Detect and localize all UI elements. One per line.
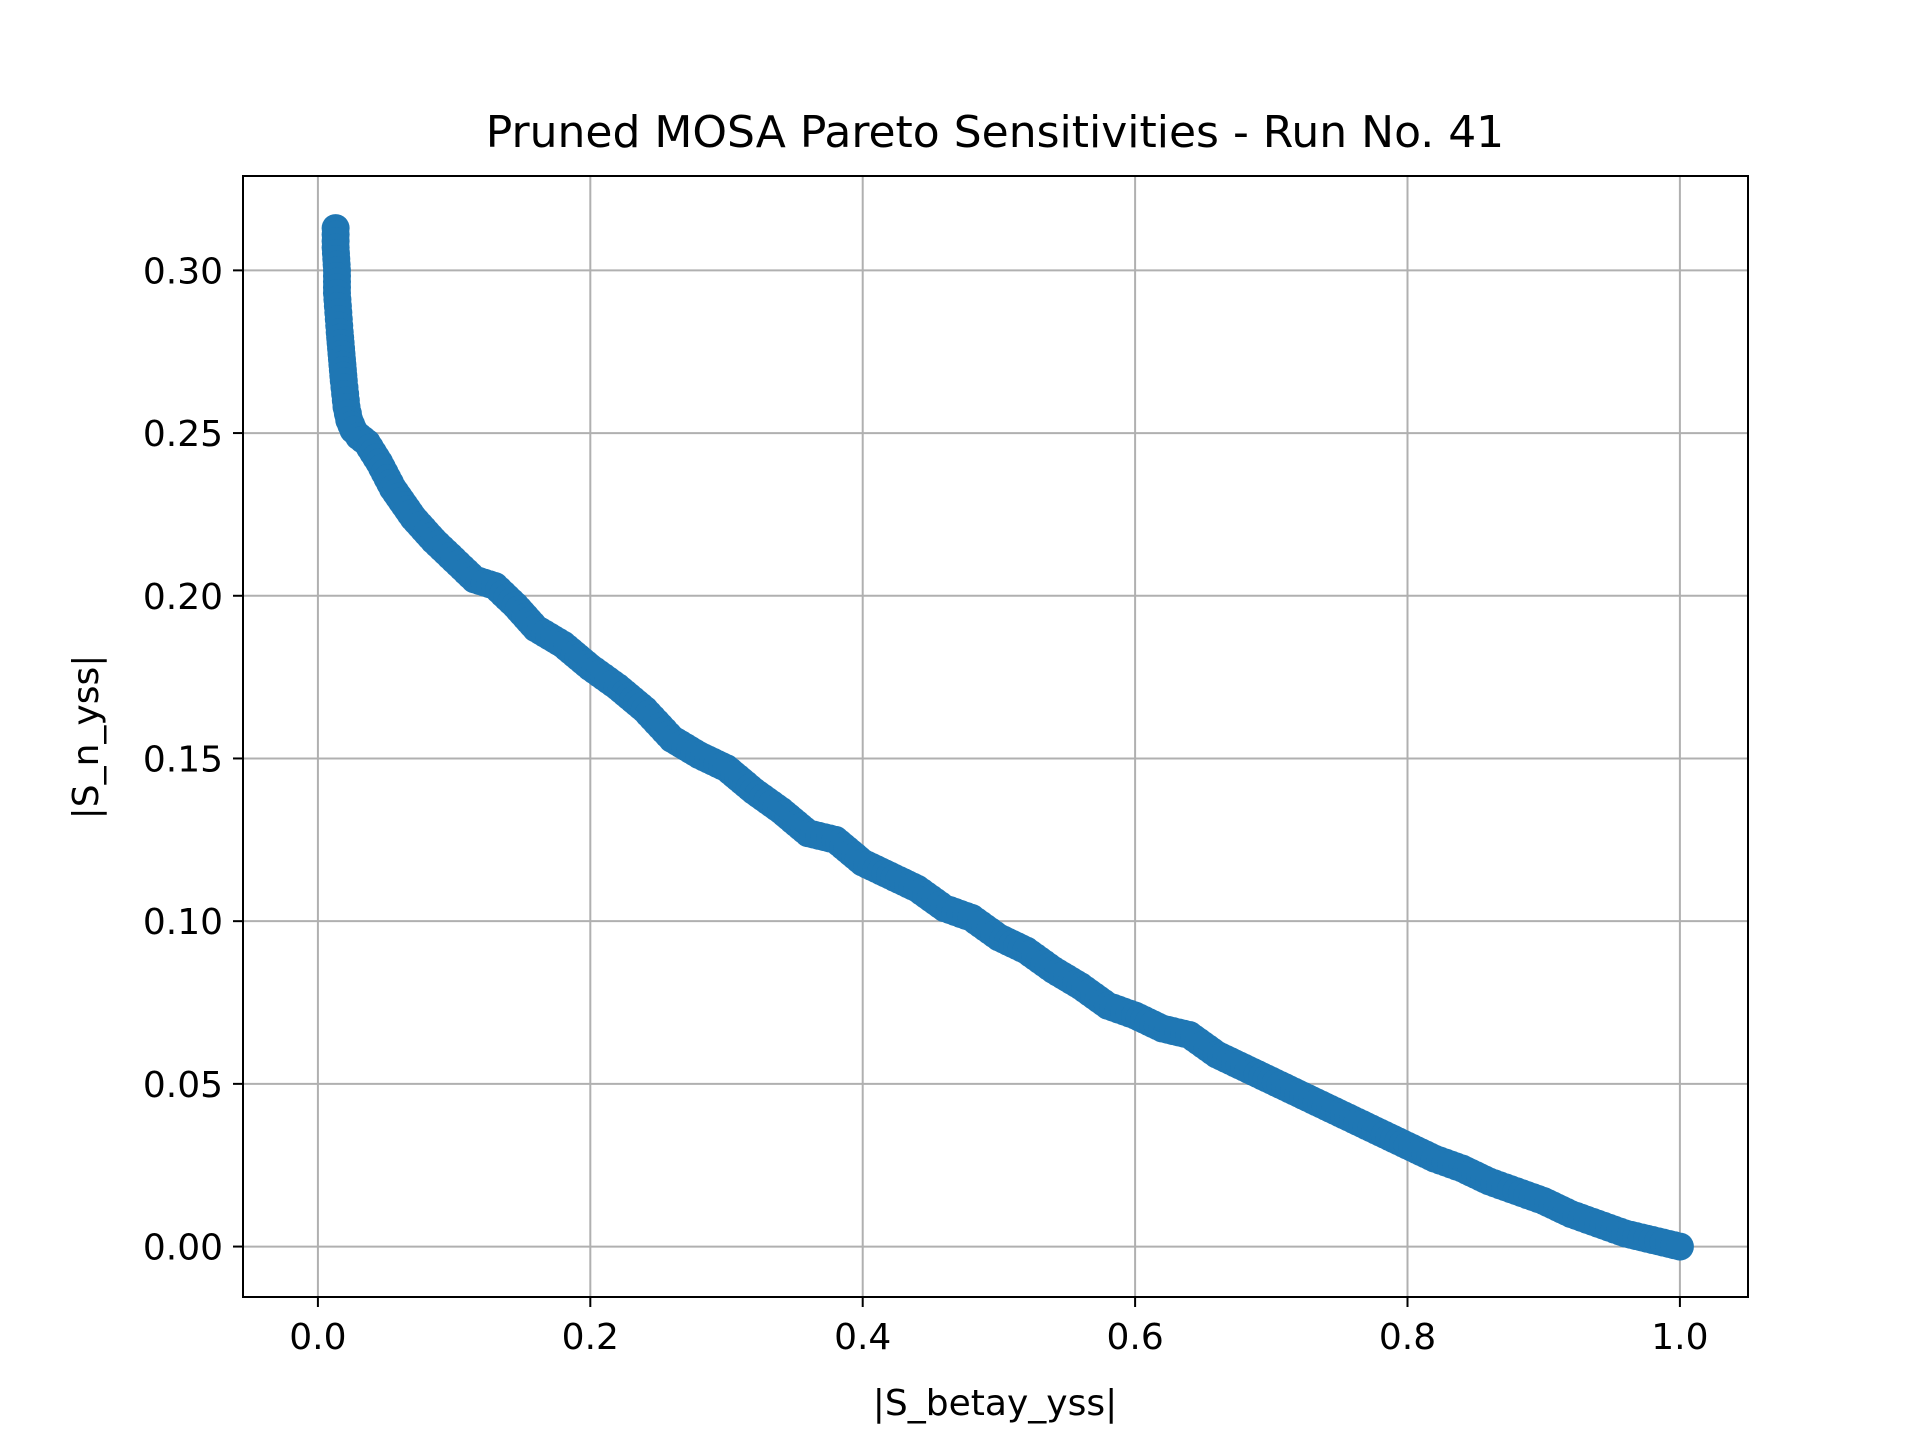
y-tick-label: 0.20 [143,577,223,618]
grid [243,176,1748,1297]
y-tick-label: 0.10 [143,902,223,943]
y-tick-label: 0.30 [143,251,223,292]
x-tick-label: 0.6 [1106,1317,1163,1358]
plot-frame [242,175,1749,1298]
x-tick-label: 0.8 [1379,1317,1436,1358]
y-tick-label: 0.00 [143,1228,223,1269]
x-tick-label: 0.2 [562,1317,619,1358]
x-tick-label: 0.4 [834,1317,891,1358]
y-tick-label: 0.25 [143,414,223,455]
y-tick-label: 0.15 [143,739,223,780]
y-tick-label: 0.05 [143,1065,223,1106]
x-axis-label: |S_betay_yss| [873,1383,1117,1424]
y-axis-label: |S_n_yss| [66,655,107,820]
data-points [321,214,1694,1261]
x-tick-label: 1.0 [1651,1317,1708,1358]
data-point [1665,1232,1694,1261]
axis-ticks: 0.0 0.2 0.4 0.6 0.8 1.0 0.00 0.05 0.10 0.15 0.20 0.… [143,251,1709,1358]
chart-title: Pruned MOSA Pareto Sensitivities - Run N… [486,107,1504,158]
x-tick-label: 0.0 [289,1317,346,1358]
